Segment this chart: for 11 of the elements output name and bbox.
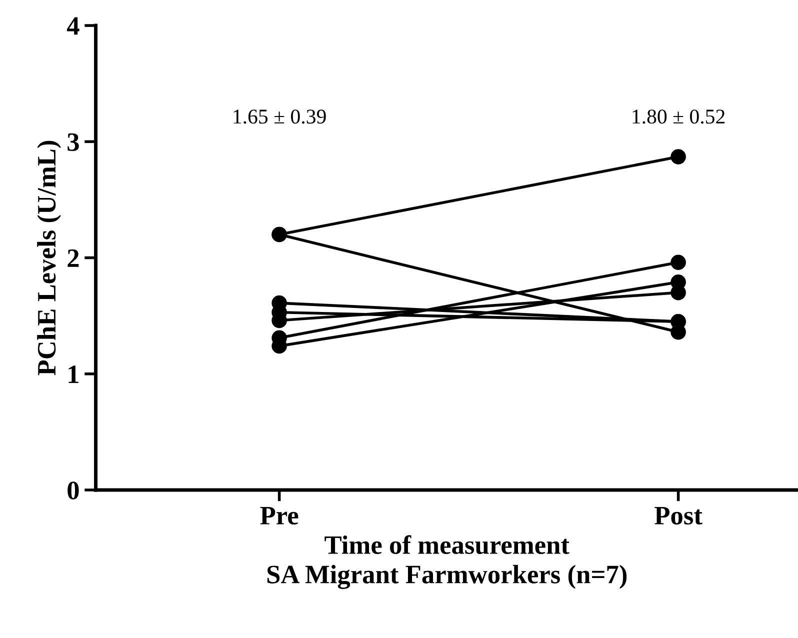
- annotation: 1.65 ± 0.39: [234, 110, 326, 124]
- x-tick-label: Pre: [260, 506, 298, 525]
- y-tick-label: 1: [68, 366, 78, 384]
- y-tick-label: 3: [68, 133, 79, 152]
- y-tick-label: 0: [68, 482, 79, 500]
- y-axis-title: PChE Levels (U/mL): [37, 140, 62, 376]
- x-tick-label: Post: [654, 506, 702, 525]
- y-tick-label: 2: [68, 249, 79, 267]
- x-axis-title: Time of measurement SA Migrant Farmworkers (n=7): [267, 535, 627, 590]
- annotation: 1.80 ± 0.52: [632, 110, 725, 124]
- y-tick-label: 4: [66, 17, 80, 35]
